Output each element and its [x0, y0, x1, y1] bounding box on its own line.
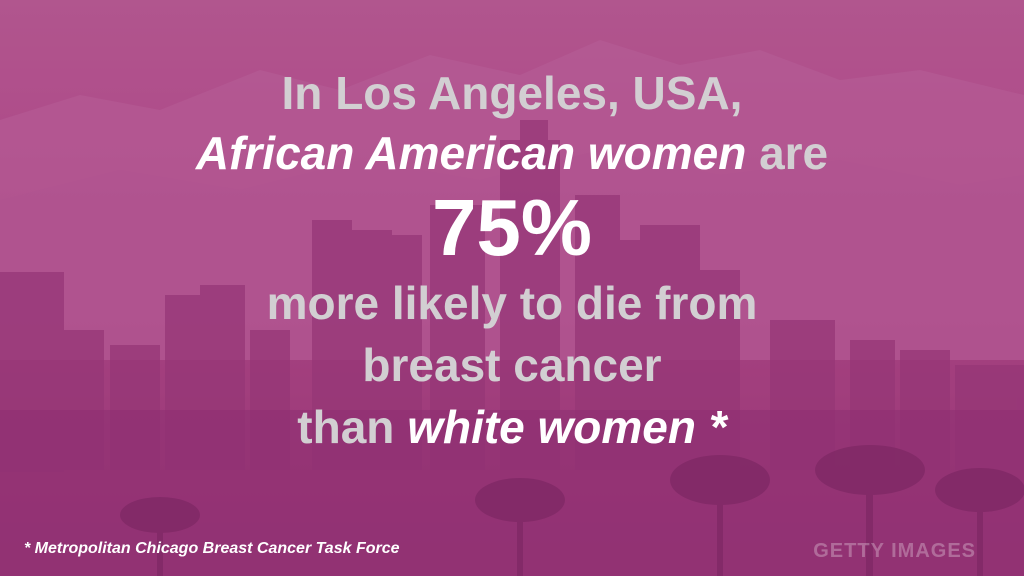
headline-line-4: more likely to die from	[266, 277, 758, 329]
headline-line-5: breast cancer	[362, 339, 662, 391]
headline-line-2-rest: are	[746, 127, 829, 179]
headline-line-2: African American women are	[0, 130, 1024, 176]
headline-line-6-end: *	[696, 401, 727, 453]
headline-line-6: than white women *	[0, 404, 1024, 450]
headline: In Los Angeles, USA, African American wo…	[0, 70, 1024, 450]
headline-line-1: In Los Angeles, USA,	[281, 67, 743, 119]
photo-credit-watermark: GETTY IMAGES	[813, 540, 976, 562]
statistic-value: 75%	[431, 183, 593, 272]
palm-trees	[120, 445, 1024, 576]
headline-emphasis-african-american-women: African American women	[195, 127, 747, 179]
headline-emphasis-white-women: white women	[407, 401, 696, 453]
headline-line-6-start: than	[297, 401, 408, 453]
source-footnote: * Metropolitan Chicago Breast Cancer Tas…	[24, 540, 400, 557]
